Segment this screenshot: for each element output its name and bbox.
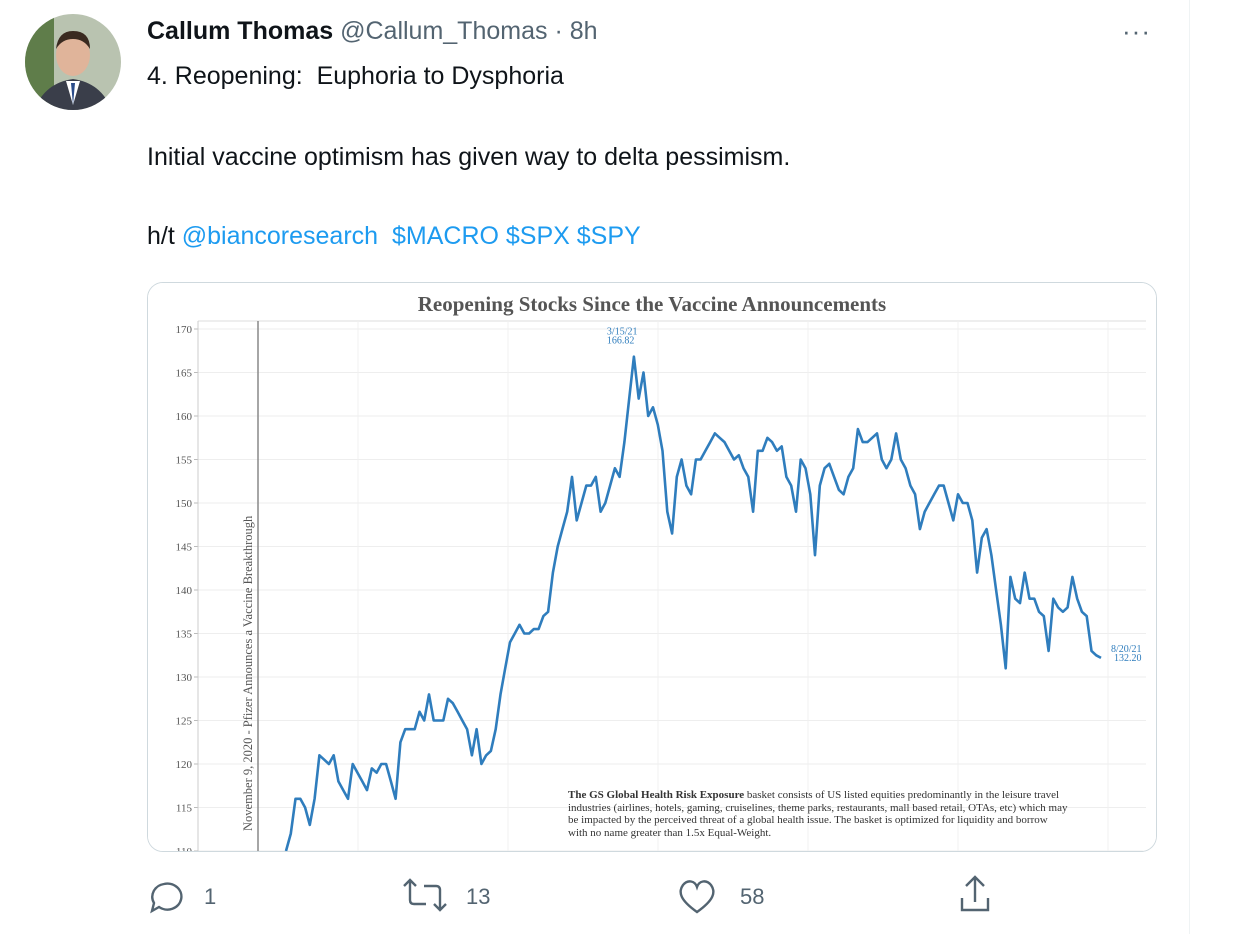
share-icon[interactable] bbox=[960, 875, 990, 912]
tweet-line: Initial vaccine optimism has given way t… bbox=[147, 143, 791, 171]
y-tick-label: 150 bbox=[176, 498, 193, 510]
footnote: The GS Global Health Risk Exposure baske… bbox=[568, 789, 1068, 839]
action-icons bbox=[150, 875, 990, 914]
footnote-text: The GS Global Health Risk Exposure baske… bbox=[568, 789, 1068, 839]
y-tick-label: 165 bbox=[176, 368, 193, 380]
author-name[interactable]: Callum Thomas bbox=[147, 17, 334, 45]
event-label: November 9, 2020 - Pfizer Announces a Va… bbox=[241, 515, 255, 831]
mention[interactable]: @biancoresearch bbox=[181, 222, 379, 250]
y-tick-label: 125 bbox=[176, 716, 193, 728]
media-card[interactable]: Reopening Stocks Since the Vaccine Annou… bbox=[147, 282, 1157, 852]
y-tick-label: 140 bbox=[176, 585, 193, 597]
handle[interactable]: @Callum_Thomas bbox=[340, 17, 548, 45]
annotation-value: 132.20 bbox=[1114, 653, 1142, 664]
like-count: 58 bbox=[740, 884, 765, 909]
chart: Reopening Stocks Since the Vaccine Annou… bbox=[148, 283, 1156, 851]
y-tick-label: 145 bbox=[176, 542, 193, 554]
y-tick-label: 110 bbox=[176, 846, 193, 851]
retweet-count: 13 bbox=[466, 884, 491, 909]
y-tick-label: 130 bbox=[176, 672, 193, 684]
footnote-body: basket consists of US listed equities pr… bbox=[568, 789, 1068, 839]
annotation-date: 3/15/21 bbox=[607, 327, 638, 338]
y-tick-label: 135 bbox=[176, 629, 193, 641]
y-tick-label: 115 bbox=[176, 803, 193, 815]
more-menu[interactable]: ··· bbox=[1122, 16, 1151, 46]
cashtags[interactable]: $MACRO $SPX $SPY bbox=[391, 222, 641, 250]
reply-icon[interactable] bbox=[150, 882, 183, 914]
chart-bg bbox=[148, 283, 1156, 851]
y-tick-label: 170 bbox=[176, 324, 193, 336]
chart-title: Reopening Stocks Since the Vaccine Annou… bbox=[418, 292, 886, 316]
tweet-line: 4. Reopening: Euphoria to Dysphoria bbox=[147, 62, 564, 90]
avatar[interactable] bbox=[24, 13, 122, 111]
column-border bbox=[1189, 0, 1190, 934]
hat-tip: h/t bbox=[147, 222, 175, 250]
footnote-bold: The GS Global Health Risk Exposure bbox=[568, 789, 745, 801]
like-icon[interactable] bbox=[679, 880, 715, 914]
reply-count: 1 bbox=[204, 884, 217, 909]
tweet-line: h/t @biancoresearch $MACRO $SPX $SPY bbox=[147, 222, 641, 251]
series-line bbox=[284, 355, 1102, 851]
retweet-icon[interactable] bbox=[403, 878, 447, 912]
time[interactable]: · 8h bbox=[554, 17, 598, 45]
y-tick-label: 160 bbox=[176, 411, 193, 423]
y-tick-label: 120 bbox=[176, 759, 193, 771]
header: Callum Thomas @Callum_Thomas · 8h bbox=[147, 17, 598, 46]
y-tick-label: 155 bbox=[176, 455, 193, 467]
annotation-date: 8/20/21 bbox=[1111, 644, 1142, 655]
annotation-value: 166.82 bbox=[607, 336, 635, 347]
